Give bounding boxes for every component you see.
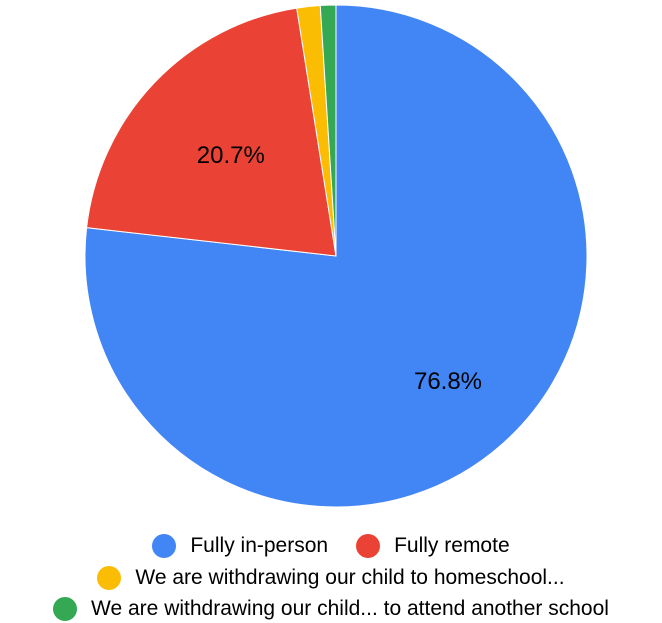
pie-slices	[84, 4, 588, 508]
legend-item-fully-remote[interactable]: Fully remote	[356, 534, 510, 558]
legend-label-fully-remote: Fully remote	[394, 534, 510, 557]
data-label-fully-remote: 20.7%	[197, 142, 265, 169]
pie-slice-fully-remote[interactable]	[86, 7, 337, 257]
legend-swatch-another-school	[53, 597, 78, 621]
legend-label-homeschool: We are withdrawing our child to homescho…	[135, 566, 565, 589]
legend-swatch-fully-in-person	[152, 534, 177, 558]
pie-slice-another-school[interactable]	[319, 4, 337, 257]
pie-data-labels: 76.8% 20.7%	[197, 142, 482, 395]
legend-row-2: We are withdrawing our child to homescho…	[0, 564, 662, 592]
data-label-fully-in-person: 76.8%	[414, 368, 482, 395]
legend-swatch-homeschool	[97, 566, 122, 590]
legend-item-another-school[interactable]: We are withdrawing our child... to atten…	[53, 597, 609, 621]
legend-label-fully-in-person: Fully in-person	[190, 534, 329, 557]
legend-row-1: Fully in-person Fully remote	[0, 532, 662, 560]
legend-row-3: We are withdrawing our child... to atten…	[0, 595, 662, 623]
legend-label-another-school: We are withdrawing our child... to atten…	[91, 597, 609, 620]
legend-item-fully-in-person[interactable]: Fully in-person	[152, 534, 328, 558]
legend-item-homeschool[interactable]: We are withdrawing our child to homescho…	[97, 566, 565, 590]
legend-swatch-fully-remote	[356, 534, 381, 558]
